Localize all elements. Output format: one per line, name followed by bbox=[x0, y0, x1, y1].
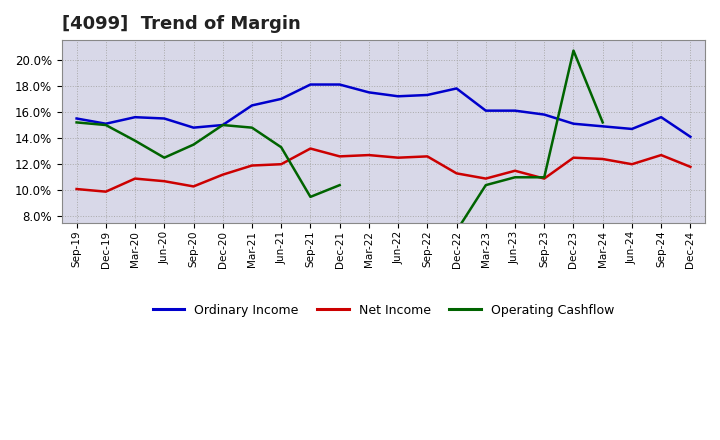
Ordinary Income bbox=[394, 94, 402, 99]
Net Income bbox=[394, 155, 402, 160]
Ordinary Income bbox=[510, 108, 519, 113]
Operating Cashflow bbox=[72, 120, 81, 125]
Line: Ordinary Income: Ordinary Income bbox=[76, 84, 690, 137]
Line: Operating Cashflow: Operating Cashflow bbox=[76, 122, 340, 197]
Net Income bbox=[102, 189, 110, 194]
Net Income bbox=[306, 146, 315, 151]
Net Income bbox=[628, 161, 636, 167]
Operating Cashflow bbox=[306, 194, 315, 199]
Operating Cashflow bbox=[102, 122, 110, 128]
Operating Cashflow bbox=[160, 155, 168, 160]
Net Income bbox=[657, 152, 665, 158]
Ordinary Income bbox=[189, 125, 198, 130]
Net Income bbox=[336, 154, 344, 159]
Ordinary Income bbox=[657, 114, 665, 120]
Operating Cashflow bbox=[189, 142, 198, 147]
Ordinary Income bbox=[598, 124, 607, 129]
Ordinary Income bbox=[102, 121, 110, 126]
Ordinary Income bbox=[452, 86, 461, 91]
Net Income bbox=[72, 187, 81, 192]
Operating Cashflow bbox=[218, 122, 227, 128]
Ordinary Income bbox=[277, 96, 286, 102]
Net Income bbox=[218, 172, 227, 177]
Net Income bbox=[598, 156, 607, 161]
Ordinary Income bbox=[306, 82, 315, 87]
Net Income bbox=[510, 168, 519, 173]
Operating Cashflow bbox=[336, 183, 344, 188]
Net Income bbox=[160, 179, 168, 184]
Ordinary Income bbox=[336, 82, 344, 87]
Net Income bbox=[131, 176, 140, 181]
Net Income bbox=[569, 155, 577, 160]
Net Income bbox=[452, 171, 461, 176]
Net Income bbox=[248, 163, 256, 168]
Net Income bbox=[364, 152, 373, 158]
Line: Net Income: Net Income bbox=[76, 149, 690, 192]
Net Income bbox=[277, 161, 286, 167]
Ordinary Income bbox=[364, 90, 373, 95]
Operating Cashflow bbox=[277, 145, 286, 150]
Net Income bbox=[423, 154, 432, 159]
Net Income bbox=[189, 184, 198, 189]
Net Income bbox=[540, 176, 549, 181]
Ordinary Income bbox=[72, 116, 81, 121]
Net Income bbox=[482, 176, 490, 181]
Ordinary Income bbox=[482, 108, 490, 113]
Legend: Ordinary Income, Net Income, Operating Cashflow: Ordinary Income, Net Income, Operating C… bbox=[148, 299, 619, 322]
Ordinary Income bbox=[686, 134, 695, 139]
Operating Cashflow bbox=[248, 125, 256, 130]
Net Income bbox=[686, 164, 695, 169]
Ordinary Income bbox=[540, 112, 549, 117]
Ordinary Income bbox=[160, 116, 168, 121]
Ordinary Income bbox=[423, 92, 432, 98]
Ordinary Income bbox=[628, 126, 636, 132]
Operating Cashflow bbox=[131, 138, 140, 143]
Ordinary Income bbox=[218, 122, 227, 128]
Ordinary Income bbox=[569, 121, 577, 126]
Text: [4099]  Trend of Margin: [4099] Trend of Margin bbox=[62, 15, 301, 33]
Ordinary Income bbox=[131, 114, 140, 120]
Ordinary Income bbox=[248, 103, 256, 108]
